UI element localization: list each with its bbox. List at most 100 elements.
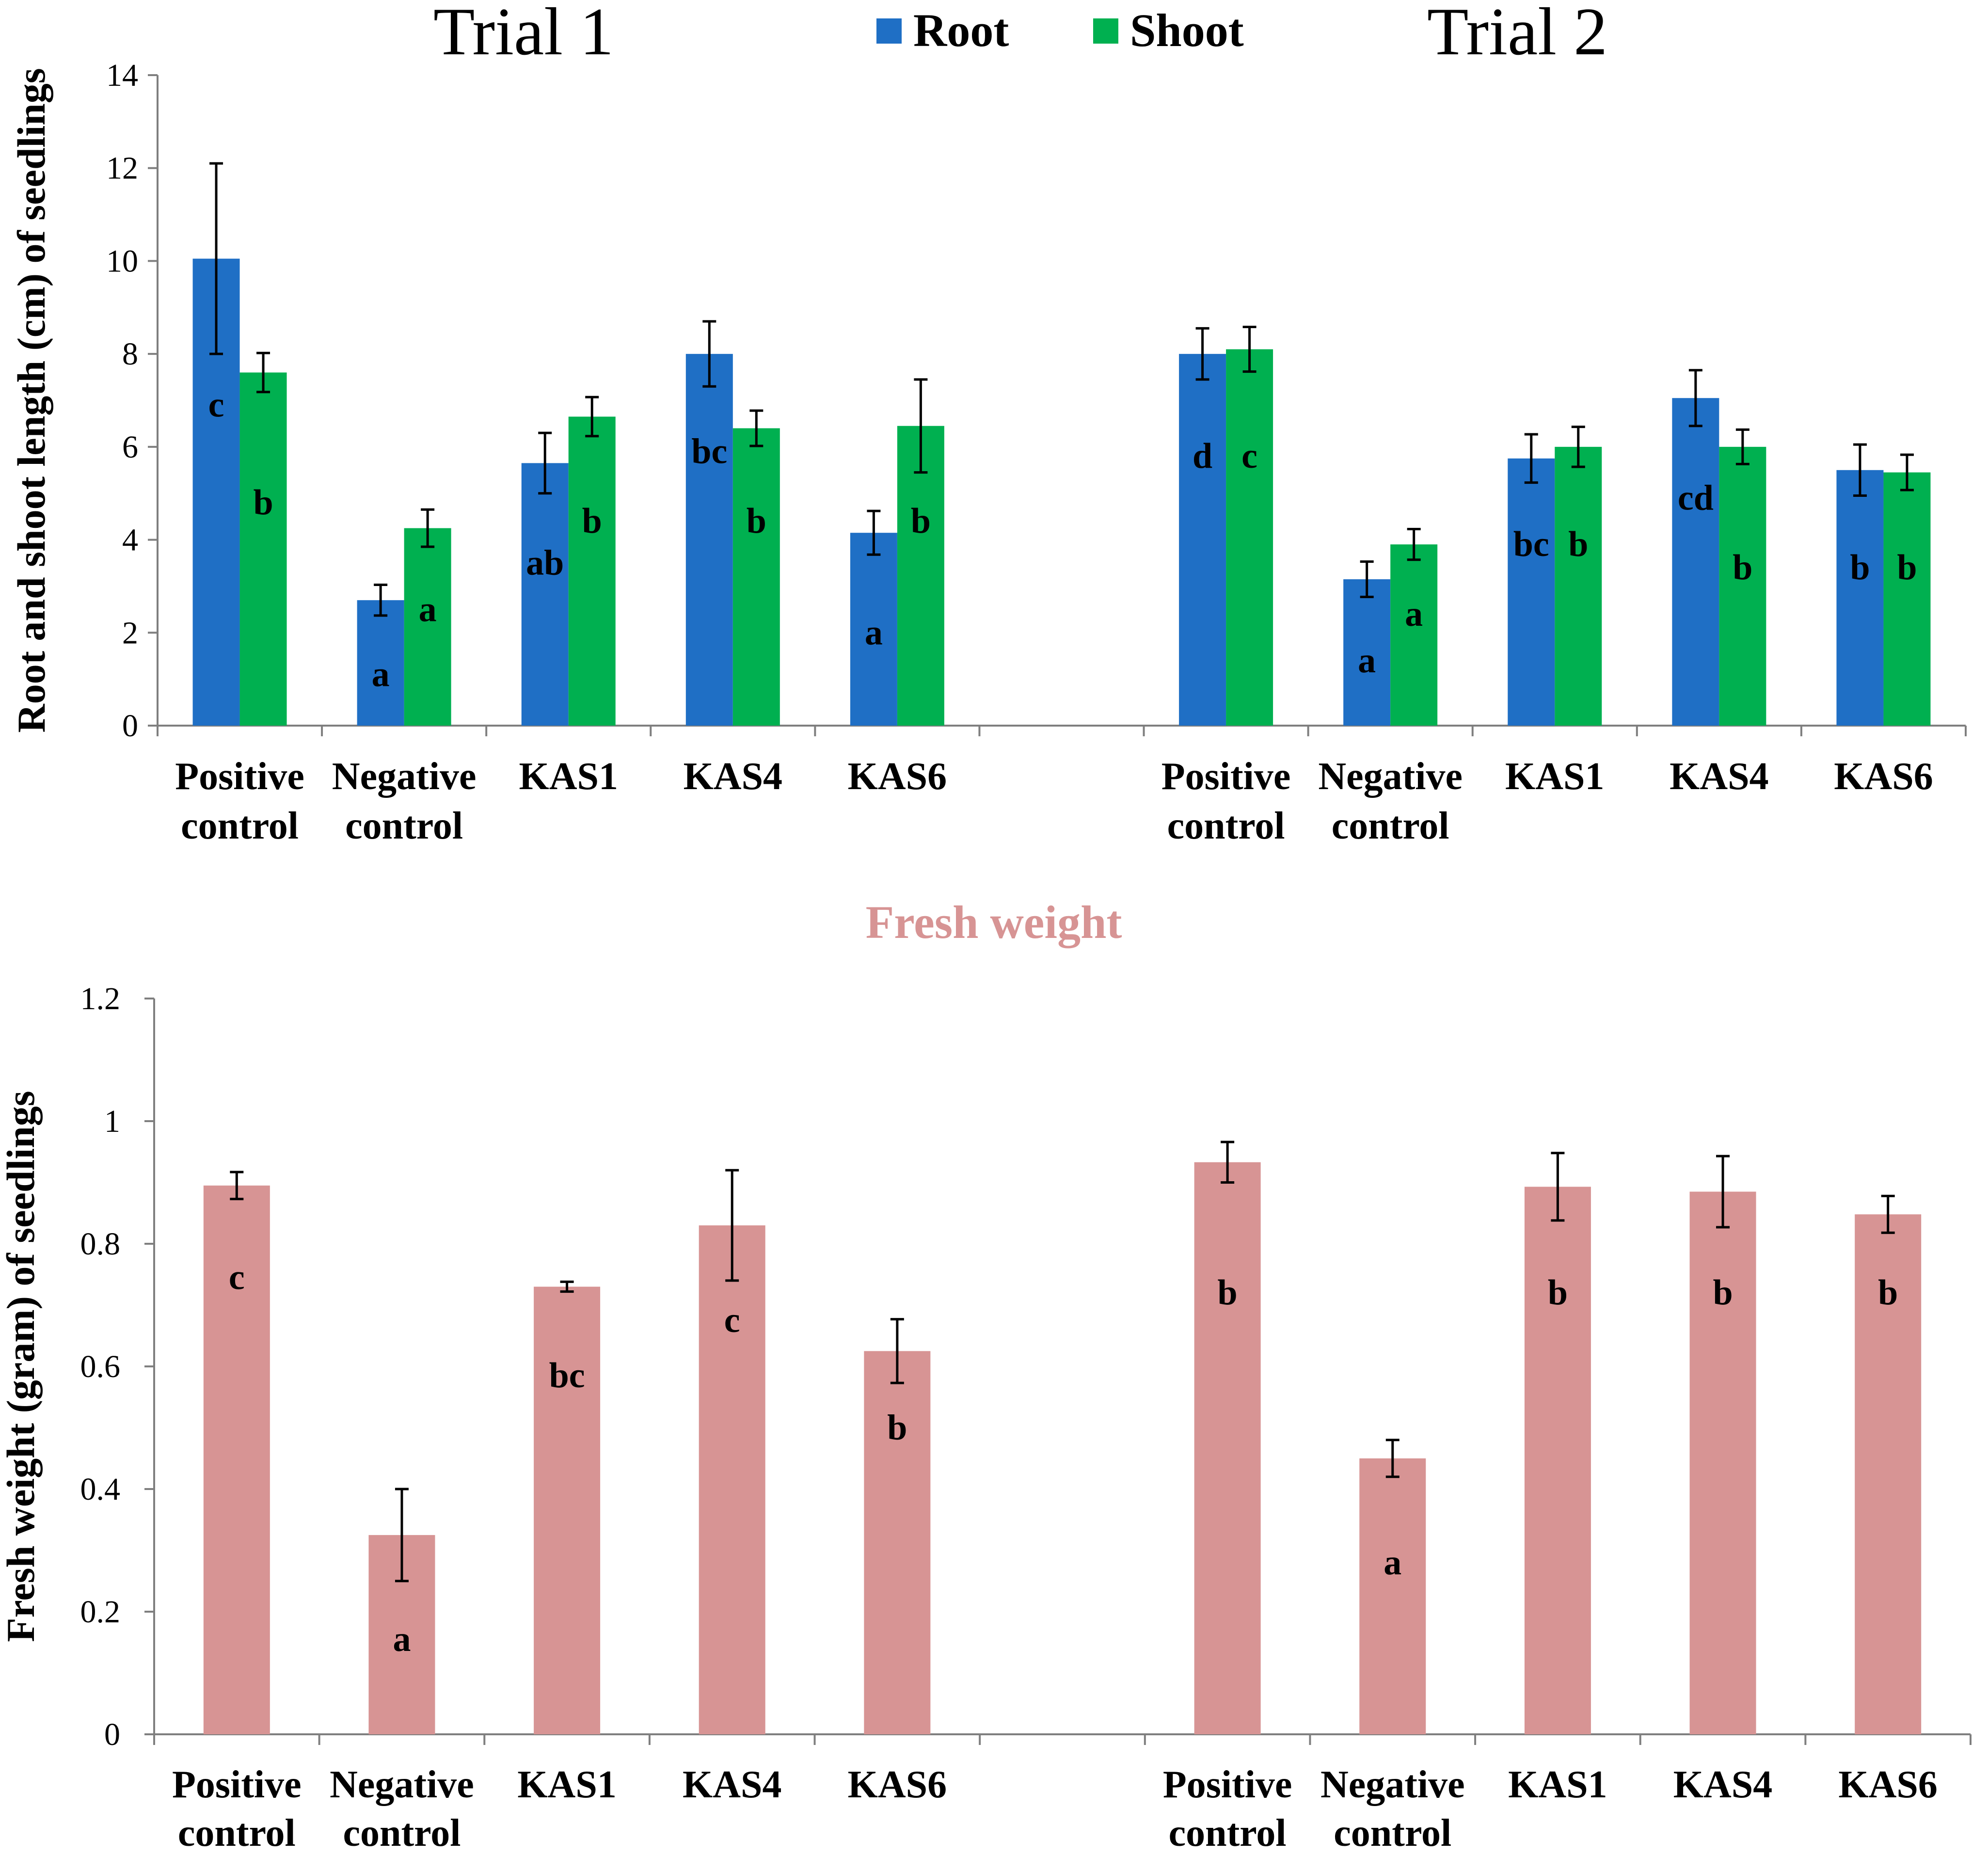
bar-root bbox=[1836, 470, 1884, 726]
significance-letter: b bbox=[887, 1408, 907, 1448]
category-label: KAS1 bbox=[519, 755, 618, 798]
category-label: control bbox=[345, 805, 463, 847]
trial-title: Trial 1 bbox=[433, 0, 614, 69]
bar-shoot bbox=[1390, 544, 1438, 726]
category-label: KAS6 bbox=[848, 755, 947, 798]
category-label: Positive bbox=[172, 1763, 302, 1806]
significance-letter: a bbox=[1384, 1543, 1401, 1583]
significance-letter: b bbox=[1713, 1273, 1733, 1313]
significance-letter: a bbox=[865, 613, 883, 652]
y-tick-label: 0.2 bbox=[80, 1594, 121, 1630]
significance-letter: cd bbox=[1678, 478, 1714, 518]
category-label: control bbox=[178, 1812, 296, 1855]
significance-letter: c bbox=[229, 1258, 245, 1298]
chart-title: Fresh weight bbox=[866, 896, 1122, 948]
significance-letter: b bbox=[1568, 524, 1588, 564]
bar-fresh-weight bbox=[864, 1351, 931, 1734]
bar-root bbox=[1179, 354, 1226, 726]
bar-fresh-weight bbox=[1524, 1187, 1591, 1734]
bar-fresh-weight bbox=[1359, 1458, 1426, 1734]
category-label: Positive bbox=[1163, 1763, 1292, 1806]
category-label: KAS4 bbox=[684, 755, 783, 798]
y-tick-label: 0 bbox=[104, 1717, 120, 1752]
category-label: KAS4 bbox=[683, 1763, 782, 1806]
category-label: KAS4 bbox=[1670, 755, 1769, 798]
category-label: Negative bbox=[1320, 1763, 1465, 1806]
bar-shoot bbox=[1883, 472, 1931, 726]
significance-letter: bc bbox=[549, 1356, 585, 1395]
category-label: KAS6 bbox=[848, 1763, 947, 1806]
bar-shoot bbox=[1226, 349, 1273, 726]
legend: Root Shoot bbox=[876, 4, 1244, 56]
bar-shoot bbox=[732, 428, 780, 726]
bar-fresh-weight bbox=[1689, 1191, 1756, 1734]
bar-root bbox=[1508, 458, 1555, 726]
y-tick-label: 14 bbox=[106, 58, 138, 93]
y-tick-label: 6 bbox=[122, 429, 138, 465]
category-label: Positive bbox=[1161, 755, 1291, 798]
bar-root bbox=[850, 533, 897, 726]
bar-shoot bbox=[897, 426, 944, 726]
significance-letter: bc bbox=[691, 431, 727, 471]
y-tick-label: 12 bbox=[106, 151, 138, 186]
y-tick-label: 2 bbox=[122, 615, 138, 650]
significance-letter: b bbox=[911, 501, 931, 541]
y-tick-label: 8 bbox=[122, 336, 138, 372]
category-label: KAS6 bbox=[1838, 1763, 1938, 1806]
significance-letter: bc bbox=[1513, 524, 1549, 564]
significance-letter: c bbox=[724, 1300, 740, 1340]
category-label: KAS4 bbox=[1673, 1763, 1773, 1806]
significance-letter: a bbox=[419, 589, 437, 629]
bar-root bbox=[357, 600, 404, 726]
y-tick-label: 10 bbox=[106, 243, 138, 279]
significance-letter: b bbox=[1850, 548, 1870, 587]
fresh-weight-chart: Fresh weight 0 0.2 0.4 0.6 0.8 1 1.2 Fresh weigh… bbox=[0, 896, 1972, 1855]
bar-fresh-weight bbox=[1855, 1214, 1922, 1734]
bar-root bbox=[685, 354, 733, 726]
bar-root bbox=[1672, 398, 1719, 726]
category-label: KAS1 bbox=[1508, 1763, 1607, 1806]
category-label: Negative bbox=[332, 755, 477, 798]
significance-letter: b bbox=[582, 501, 602, 541]
y-tick-label: 1.2 bbox=[80, 981, 121, 1016]
category-label: Negative bbox=[330, 1763, 474, 1806]
significance-letter: c bbox=[208, 385, 224, 425]
significance-letter: b bbox=[1733, 548, 1752, 587]
bar-fresh-weight bbox=[1194, 1162, 1261, 1734]
significance-letter: a bbox=[1405, 594, 1423, 634]
significance-letter: b bbox=[747, 501, 766, 541]
significance-letter: b bbox=[253, 483, 273, 523]
category-label: control bbox=[1167, 805, 1285, 847]
category-label: Negative bbox=[1318, 755, 1463, 798]
bar-shoot bbox=[1555, 446, 1602, 726]
significance-letter: a bbox=[372, 655, 390, 695]
significance-letter: ab bbox=[526, 543, 564, 583]
y-tick-label: 0.6 bbox=[80, 1349, 121, 1384]
significance-letter: b bbox=[1897, 548, 1917, 587]
category-label: KAS6 bbox=[1834, 755, 1933, 798]
y-tick-label: 0.8 bbox=[80, 1226, 121, 1262]
legend-swatch-root bbox=[876, 18, 902, 44]
bar-shoot bbox=[404, 528, 451, 726]
significance-letter: b bbox=[1548, 1273, 1568, 1313]
y-tick-label: 0 bbox=[122, 708, 138, 744]
category-label: KAS1 bbox=[517, 1763, 617, 1806]
bar-shoot bbox=[239, 372, 287, 726]
y-axis-title: Fresh weight (gram) of seedlings bbox=[0, 1091, 43, 1642]
category-label: control bbox=[1169, 1812, 1287, 1855]
legend-swatch-shoot bbox=[1093, 18, 1118, 44]
category-label: control bbox=[343, 1812, 461, 1855]
y-axis-title: Root and shoot length (cm) of seedlings bbox=[9, 68, 53, 732]
legend-label-shoot: Shoot bbox=[1130, 4, 1244, 56]
y-tick-label: 1 bbox=[104, 1104, 120, 1139]
bar-root bbox=[521, 463, 569, 726]
y-tick-label: 0.4 bbox=[80, 1472, 121, 1507]
significance-letter: a bbox=[393, 1619, 411, 1659]
bar-shoot bbox=[1719, 446, 1766, 726]
category-label: Positive bbox=[175, 755, 304, 798]
category-label: control bbox=[1332, 805, 1449, 847]
bar-fresh-weight bbox=[534, 1286, 601, 1734]
significance-letter: b bbox=[1218, 1273, 1238, 1313]
legend-label-root: Root bbox=[913, 4, 1009, 56]
